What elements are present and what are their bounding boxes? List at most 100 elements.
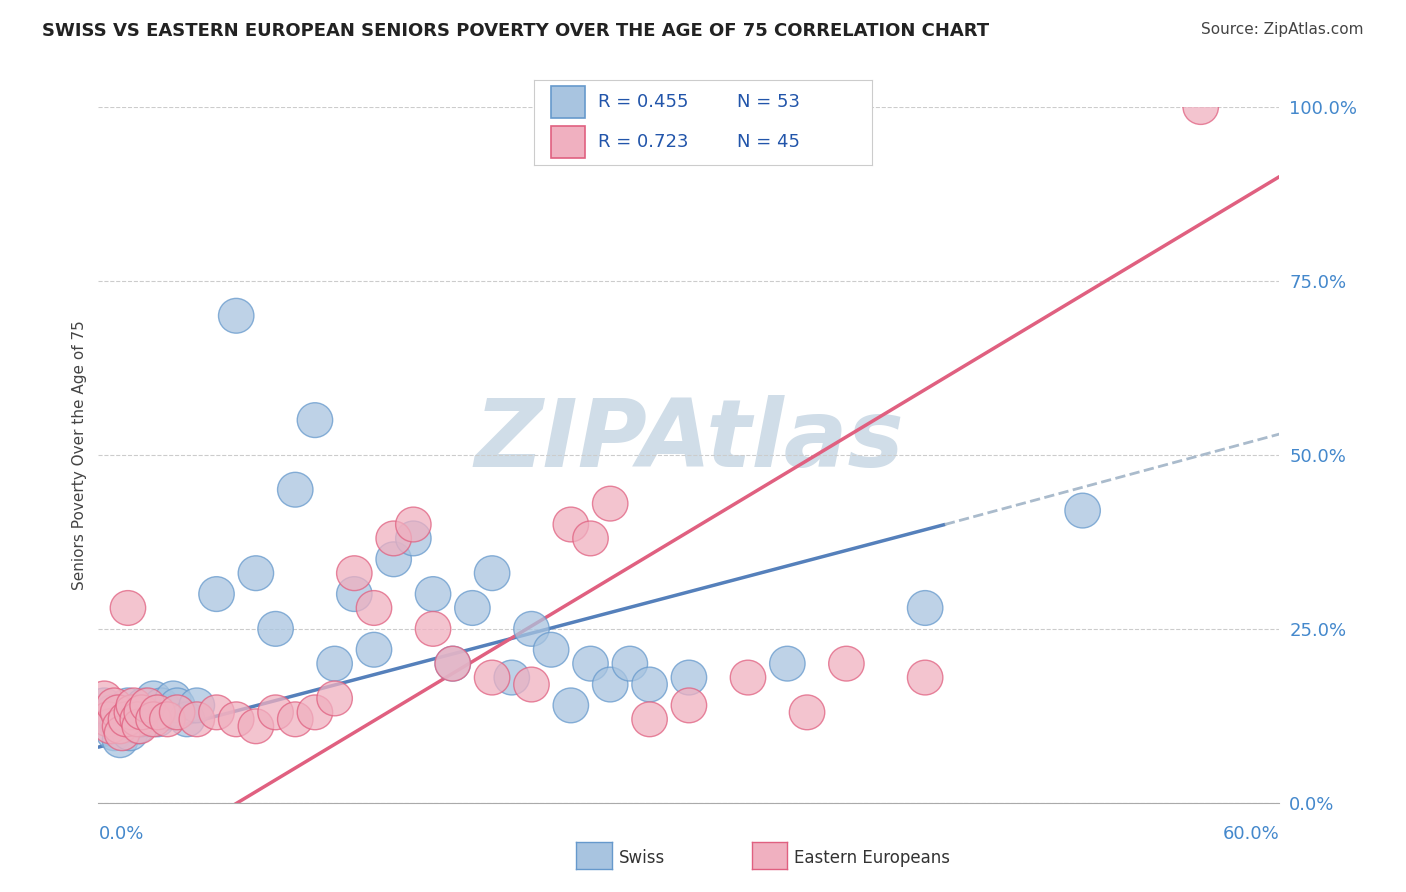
Text: SWISS VS EASTERN EUROPEAN SENIORS POVERTY OVER THE AGE OF 75 CORRELATION CHART: SWISS VS EASTERN EUROPEAN SENIORS POVERT… — [42, 22, 990, 40]
Ellipse shape — [127, 688, 162, 723]
Ellipse shape — [494, 660, 530, 695]
Ellipse shape — [122, 709, 157, 744]
Text: N = 53: N = 53 — [737, 94, 800, 112]
Ellipse shape — [143, 688, 179, 723]
Ellipse shape — [100, 709, 136, 744]
Ellipse shape — [257, 695, 294, 730]
Ellipse shape — [375, 521, 412, 556]
Ellipse shape — [474, 660, 510, 695]
Ellipse shape — [87, 688, 122, 723]
Ellipse shape — [139, 695, 176, 730]
Text: Source: ZipAtlas.com: Source: ZipAtlas.com — [1201, 22, 1364, 37]
Ellipse shape — [434, 646, 471, 681]
Ellipse shape — [828, 646, 865, 681]
Ellipse shape — [356, 632, 392, 667]
Ellipse shape — [114, 695, 149, 730]
Ellipse shape — [238, 556, 274, 591]
Ellipse shape — [336, 577, 373, 612]
Ellipse shape — [159, 688, 195, 723]
Ellipse shape — [474, 556, 510, 591]
Ellipse shape — [218, 702, 254, 737]
Ellipse shape — [129, 688, 166, 723]
Ellipse shape — [375, 541, 412, 577]
Ellipse shape — [90, 702, 127, 737]
Ellipse shape — [277, 473, 314, 508]
Text: 0.0%: 0.0% — [98, 825, 143, 843]
Ellipse shape — [179, 688, 215, 723]
Ellipse shape — [454, 591, 491, 625]
Ellipse shape — [93, 709, 128, 744]
Ellipse shape — [395, 521, 432, 556]
Ellipse shape — [316, 646, 353, 681]
Ellipse shape — [297, 403, 333, 438]
Ellipse shape — [238, 709, 274, 744]
Ellipse shape — [277, 702, 314, 737]
Ellipse shape — [297, 695, 333, 730]
Ellipse shape — [513, 667, 550, 702]
Ellipse shape — [533, 632, 569, 667]
Ellipse shape — [97, 688, 132, 723]
Ellipse shape — [553, 688, 589, 723]
Ellipse shape — [136, 702, 172, 737]
Ellipse shape — [132, 702, 167, 737]
Ellipse shape — [104, 715, 139, 751]
Ellipse shape — [907, 591, 943, 625]
Ellipse shape — [316, 681, 353, 715]
Ellipse shape — [612, 646, 648, 681]
Ellipse shape — [107, 702, 142, 737]
Ellipse shape — [100, 695, 136, 730]
Ellipse shape — [139, 702, 176, 737]
Ellipse shape — [907, 660, 943, 695]
Ellipse shape — [553, 507, 589, 541]
Ellipse shape — [395, 507, 432, 541]
Ellipse shape — [415, 612, 451, 646]
Ellipse shape — [198, 695, 235, 730]
Y-axis label: Seniors Poverty Over the Age of 75: Seniors Poverty Over the Age of 75 — [72, 320, 87, 590]
Ellipse shape — [671, 660, 707, 695]
Ellipse shape — [103, 709, 138, 744]
Ellipse shape — [572, 646, 609, 681]
Ellipse shape — [631, 702, 668, 737]
Ellipse shape — [671, 688, 707, 723]
Ellipse shape — [97, 715, 132, 751]
Text: R = 0.723: R = 0.723 — [599, 133, 689, 151]
Ellipse shape — [179, 702, 215, 737]
Ellipse shape — [198, 577, 235, 612]
Ellipse shape — [94, 695, 129, 730]
Ellipse shape — [415, 577, 451, 612]
Ellipse shape — [110, 688, 146, 723]
Ellipse shape — [90, 702, 127, 737]
Ellipse shape — [156, 681, 191, 715]
Ellipse shape — [104, 695, 139, 730]
Ellipse shape — [117, 688, 152, 723]
Text: N = 45: N = 45 — [737, 133, 800, 151]
Ellipse shape — [129, 695, 166, 730]
Ellipse shape — [336, 556, 373, 591]
FancyBboxPatch shape — [551, 126, 585, 158]
Ellipse shape — [789, 695, 825, 730]
Ellipse shape — [103, 723, 138, 757]
Text: R = 0.455: R = 0.455 — [599, 94, 689, 112]
Ellipse shape — [120, 702, 156, 737]
Ellipse shape — [513, 612, 550, 646]
Text: 60.0%: 60.0% — [1223, 825, 1279, 843]
Ellipse shape — [1182, 89, 1219, 124]
Ellipse shape — [122, 695, 157, 730]
Ellipse shape — [159, 695, 195, 730]
Ellipse shape — [769, 646, 806, 681]
Text: ZIPAtlas: ZIPAtlas — [474, 395, 904, 487]
Ellipse shape — [136, 681, 172, 715]
Ellipse shape — [169, 702, 205, 737]
Ellipse shape — [117, 702, 152, 737]
Ellipse shape — [592, 667, 628, 702]
Ellipse shape — [149, 695, 186, 730]
Ellipse shape — [110, 591, 146, 625]
Ellipse shape — [149, 702, 186, 737]
Text: Swiss: Swiss — [619, 849, 665, 867]
Ellipse shape — [120, 709, 156, 744]
Ellipse shape — [257, 612, 294, 646]
Ellipse shape — [112, 715, 148, 751]
Ellipse shape — [108, 702, 143, 737]
Ellipse shape — [1064, 493, 1101, 528]
Ellipse shape — [730, 660, 766, 695]
